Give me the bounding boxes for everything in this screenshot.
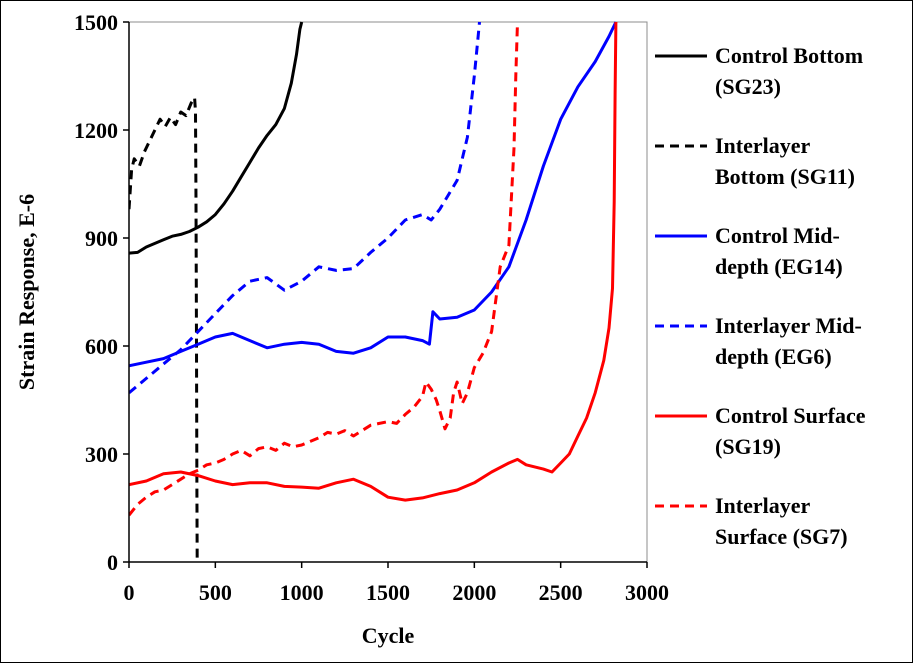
- y-tick-label: 900: [85, 226, 118, 251]
- legend-swatch: [655, 54, 707, 58]
- legend-swatch: [655, 414, 707, 418]
- legend-swatch: [655, 504, 707, 508]
- x-tick-label: 1500: [366, 580, 410, 605]
- y-tick-label: 300: [85, 442, 118, 467]
- y-tick-label: 1200: [74, 118, 118, 143]
- legend-label: Interlayer Bottom (SG11): [715, 133, 855, 189]
- x-tick-label: 1000: [280, 580, 324, 605]
- legend-label: Control Surface (SG19): [715, 403, 866, 459]
- plot-border: [128, 21, 648, 563]
- legend-label: Control Bottom (SG23): [715, 43, 864, 99]
- x-tick-label: 2500: [539, 580, 583, 605]
- legend-label: Interlayer Surface (SG7): [715, 493, 848, 549]
- x-tick-label: 3000: [625, 580, 669, 605]
- series-line-1: [129, 21, 304, 255]
- x-tick-label: 2000: [452, 580, 496, 605]
- x-tick-label: 0: [124, 580, 135, 605]
- legend-label: Control Mid- depth (EG14): [715, 223, 843, 279]
- series-line-4: [129, 21, 481, 394]
- y-tick-label: 600: [85, 334, 118, 359]
- x-tick-label: 500: [199, 580, 232, 605]
- series-line-6: [129, 21, 519, 517]
- y-tick-label: 1500: [74, 10, 118, 35]
- series-line-5: [129, 21, 618, 502]
- series-line-2: [129, 96, 199, 563]
- plot-area: [128, 21, 648, 563]
- axes-layer: 0 500 1000 1500 2000 2500 3000 0 300 600 900 1200 15…: [74, 10, 669, 605]
- legend-label: Interlayer Mid- depth (EG6): [715, 313, 862, 369]
- series-line-3: [129, 21, 618, 368]
- legend-swatch: [655, 234, 707, 238]
- series-layer: [129, 21, 618, 563]
- y-tick-label: 0: [107, 550, 118, 575]
- y-axis-label: Strain Response, E-6: [14, 194, 39, 390]
- legend-swatch: [655, 144, 707, 148]
- legend-swatch: [655, 324, 707, 328]
- x-axis-label: Cycle: [362, 623, 415, 648]
